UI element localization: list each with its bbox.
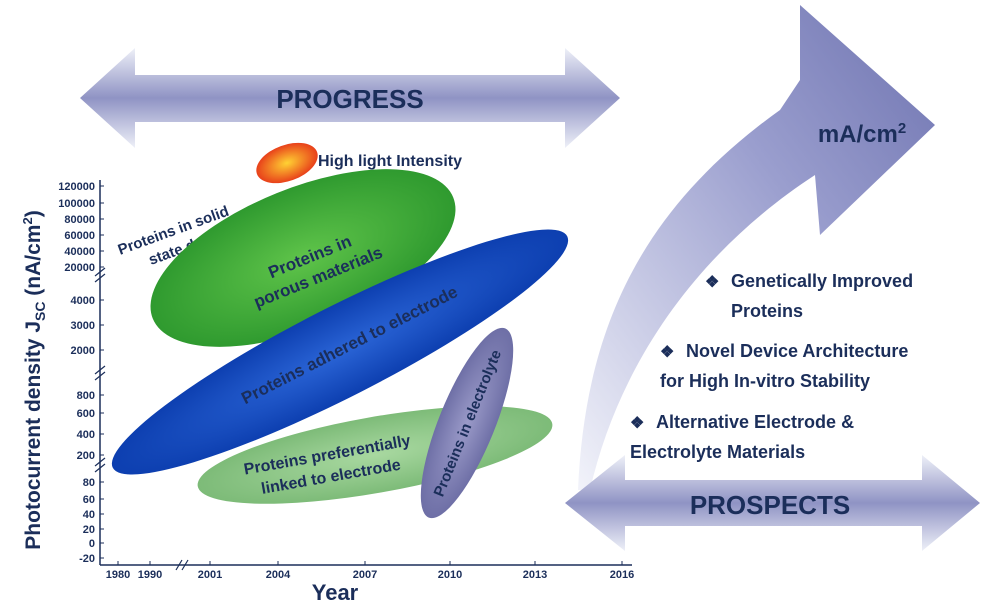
x-tick-label: 2004 [266,569,291,581]
y-tick-label: 60000 [64,230,95,242]
region-label: High light Intensity [318,153,462,170]
progress-arrow [80,48,620,148]
x-tick-label: 1990 [138,569,162,581]
x-tick-label: 2010 [438,569,462,581]
y-tick-label: 100000 [58,198,95,210]
x-tick-label: 2016 [610,569,634,581]
y-tick-label: 2000 [71,345,95,357]
prospects-arrow [565,455,980,551]
prospect-line: for High In-vitro Stability [660,371,870,391]
bullet: ❖ [660,344,674,361]
axis-breaks [94,267,189,571]
y-tick-label: 80 [83,477,95,489]
prospect-line: Proteins [731,301,803,321]
x-tick-label: 2007 [353,569,377,581]
bullet: ❖ [630,415,644,432]
y-tick-label: 40 [83,509,95,521]
y-tick-label: 80000 [64,214,95,226]
y-tick-label: 20000 [64,262,95,274]
y-tick-label: 60 [83,494,95,506]
curved-arrow-label: mA/cm2 [818,120,906,148]
y-tick-label: 4000 [71,295,95,307]
bullet: ❖ [705,274,719,291]
progress-label: PROGRESS [276,84,423,114]
prospect-line: Alternative Electrode & [656,412,854,432]
y-tick-label: 3000 [71,320,95,332]
y-axis-title: Photocurrent density JSC (nA/cm2) [20,210,48,549]
electrolyte-ellipse [420,327,514,519]
porous-ellipse [150,169,456,347]
prospect-line: Electrolyte Materials [630,442,805,462]
y-tick-label: 20 [83,524,95,536]
y-tick-label: 40000 [64,246,95,258]
prospect-line: Genetically Improved [731,271,913,291]
x-tick-label: 1980 [106,569,130,581]
y-tick-label: 600 [77,408,95,420]
x-tick-label: 2001 [198,569,222,581]
y-tick-label: 120000 [58,181,95,193]
y-tick-label: 400 [77,429,95,441]
prospects-label: PROSPECTS [690,490,850,520]
y-tick-label: -20 [79,553,95,565]
curved-arrow [578,5,935,490]
y-tick-label: 0 [89,538,95,550]
y-tick-label: 800 [77,390,95,402]
x-axis-title: Year [312,580,359,605]
y-tick-label: 200 [77,450,95,462]
x-tick-label: 2013 [523,569,547,581]
high-light-ellipse [256,142,318,184]
prospects-list: ❖ Genetically Improved Proteins ❖ Novel Devi… [630,271,913,462]
ticks: 1200001000008000060000400002000040003000… [58,181,634,581]
prospect-line: Novel Device Architecture [686,341,908,361]
adhered-ellipse [111,229,569,475]
